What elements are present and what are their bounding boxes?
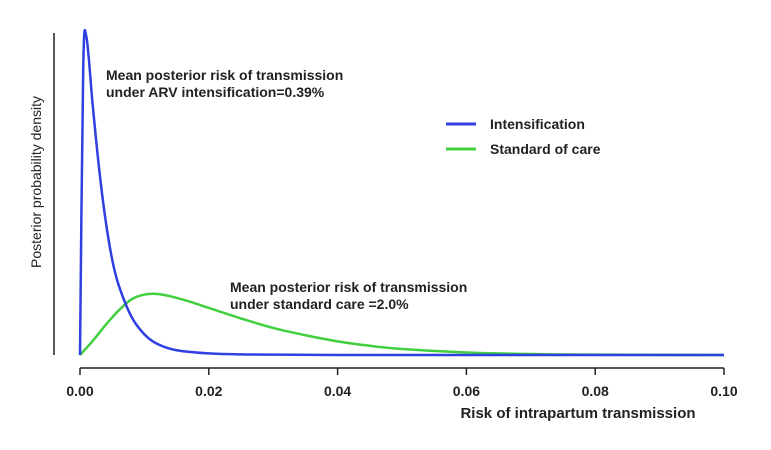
x-tick-label: 0.06 [453, 383, 480, 399]
annotation-standard-care-line1: Mean posterior risk of transmission [230, 279, 467, 295]
series-lines [78, 28, 725, 357]
annotation-intensification-line2: under ARV intensification=0.39% [106, 84, 325, 100]
x-tick-label: 0.00 [66, 383, 93, 399]
legend-label-intensification: Intensification [490, 116, 585, 132]
x-tick-label: 0.08 [582, 383, 609, 399]
plot-background [8, 8, 763, 448]
x-tick-label: 0.02 [195, 383, 222, 399]
series-line-standard-of-care [79, 292, 725, 357]
series-line-intensification [78, 28, 724, 357]
x-tick-label: 0.04 [324, 383, 351, 399]
annotation-standard-care-line2: under standard care =2.0% [230, 296, 409, 312]
x-tick-group: 0.00 0.02 0.04 0.06 0.08 0.10 [66, 368, 738, 399]
legend: Intensification Standard of care [446, 116, 601, 157]
x-axis-label: Risk of intrapartum transmission [460, 405, 695, 422]
annotation-intensification-line1: Mean posterior risk of transmission [106, 67, 343, 83]
y-axis-label: Posterior probability density [28, 96, 44, 268]
legend-label-standard-of-care: Standard of care [490, 141, 601, 157]
x-tick-label: 0.10 [710, 383, 737, 399]
